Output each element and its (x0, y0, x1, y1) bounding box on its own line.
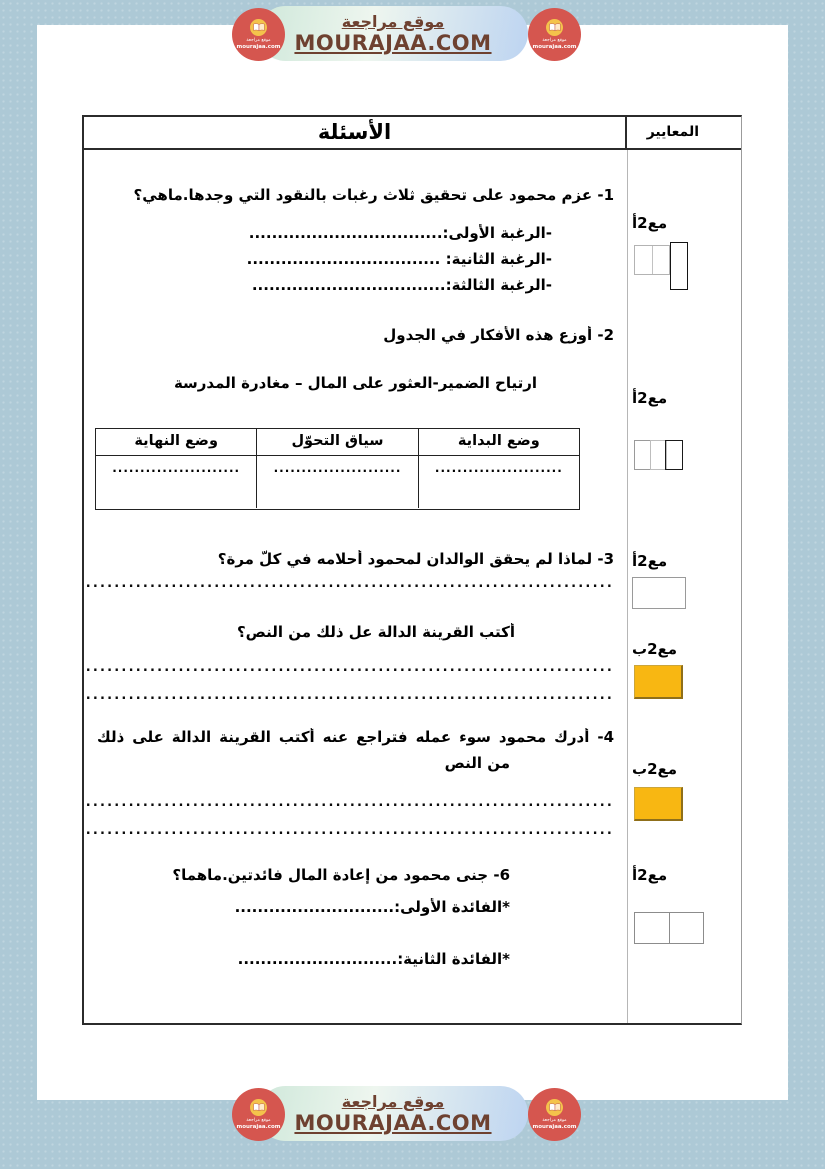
answer-dots: ....................... (417, 456, 579, 508)
ideas-table: وضع البداية سياق التحوّل وضع النهاية ...… (95, 428, 580, 510)
question-4-text-line-1: 4- أدرك محمود سوء عمله فتراجع عنه أكتب ا… (97, 728, 614, 746)
item-label: -الرغبة الثالثة: (445, 276, 552, 294)
score-cell-marked (665, 440, 683, 470)
exam-table-header-row: الأسئلة المعايير (84, 117, 741, 150)
score-boxes-q2 (634, 440, 683, 470)
item-label: *الفائدة الثانية: (397, 950, 510, 968)
logo-text-arabic: موقع مراجعة (246, 1117, 271, 1123)
criterion-label-q2: مع2أ (632, 389, 668, 407)
site-url: MOURAJAA.COM (294, 31, 492, 55)
site-logo: موقع مراجعة mourajaa.com (232, 1088, 285, 1141)
answer-dotted-line: ........................................… (84, 795, 614, 810)
questions-column-header: الأسئلة (84, 117, 627, 148)
book-icon (250, 1098, 267, 1116)
book-icon (546, 18, 563, 36)
question-3-followup: أكتب القرينة الدالة عل ذلك من النص؟ (236, 623, 515, 641)
book-icon (546, 1098, 563, 1116)
score-cell (635, 913, 669, 943)
answer-dotted-line: ........................................… (84, 688, 614, 703)
answer-dots: .................................. (251, 276, 446, 294)
question-4-text-line-2: من النص (444, 754, 510, 772)
item-label: *الفائدة الأولى: (394, 898, 510, 916)
ideas-table-header-transition: سياق التحوّل (256, 429, 417, 455)
answer-dots: .................................. (248, 224, 443, 242)
ideas-table-header-end: وضع النهاية (134, 433, 218, 449)
logo-text-url: mourajaa.com (532, 1123, 577, 1130)
logo-text-url: mourajaa.com (532, 43, 577, 50)
site-banner-pill: موقع مراجعة MOURAJAA.COM (258, 1086, 528, 1141)
criterion-label-evidence-1: مع2ب (632, 640, 678, 658)
answer-dots: ............................ (237, 950, 398, 968)
logo-text-arabic: موقع مراجعة (542, 1117, 567, 1123)
logo-text-url: mourajaa.com (236, 43, 281, 50)
criteria-column-header: المعايير (646, 124, 699, 140)
item-label: -الرغبة الثانية: (440, 250, 552, 268)
question-6-item-1: *الفائدة الأولى:........................… (84, 898, 627, 916)
score-cell (668, 913, 704, 943)
site-logo: موقع مراجعة mourajaa.com (232, 8, 285, 61)
criterion-label-evidence-2: مع2ب (632, 760, 678, 778)
score-cell (634, 440, 651, 470)
criterion-label-q1: مع2أ (632, 214, 668, 232)
exam-table: الأسئلة المعايير 1- عزم محمود على تحقيق … (82, 115, 742, 1025)
ideas-table-header-start: وضع البداية (417, 429, 579, 455)
footer-banner: موقع مراجعة MOURAJAA.COM موقع مراجعة mou… (0, 1080, 825, 1150)
book-icon (250, 18, 267, 36)
answer-dotted-line: ........................................… (84, 823, 614, 838)
answer-dots: ....................... (256, 456, 417, 508)
criterion-label-q6: مع2أ (632, 866, 668, 884)
question-1-item-1: -الرغبة الأولى:.........................… (84, 224, 627, 242)
question-3-text: 3- لماذا لم يحقق الوالدان لمحمود أحلامه … (217, 550, 614, 568)
ideas-table-header-row: وضع البداية سياق التحوّل وضع النهاية (96, 429, 579, 456)
site-logo: موقع مراجعة mourajaa.com (528, 1088, 581, 1141)
question-6-text: 6- جنى محمود من إعادة المال فائدتين.ماهم… (172, 866, 510, 884)
column-divider (627, 150, 628, 1023)
score-box-yellow-2 (634, 787, 683, 821)
criterion-label-q3: مع2أ (632, 552, 668, 570)
site-name-arabic: موقع مراجعة (341, 1092, 445, 1111)
score-boxes-q1 (634, 242, 690, 292)
answer-dots: ....................... (112, 461, 241, 475)
score-cell (650, 440, 667, 470)
question-2-ideas: ارتياح الضمير-العثور على المال – مغادرة … (173, 374, 538, 392)
logo-text-url: mourajaa.com (236, 1123, 281, 1130)
score-boxes-q6 (634, 912, 704, 944)
question-2-text: 2- أوزع هذه الأفكار في الجدول (383, 326, 614, 344)
answer-dotted-line: ........................................… (84, 660, 614, 675)
score-cell-pair (634, 245, 670, 275)
score-cell-marked (670, 242, 688, 290)
score-cell (651, 246, 670, 274)
answer-dots: .................................. (246, 250, 441, 268)
question-6-item-2: *الفائدة الثانية:.......................… (84, 950, 627, 968)
questions-column: 1- عزم محمود على تحقيق ثلاث رغبات بالنقو… (84, 150, 627, 1022)
logo-text-arabic: موقع مراجعة (246, 37, 271, 43)
site-logo: موقع مراجعة mourajaa.com (528, 8, 581, 61)
score-box-yellow-1 (634, 665, 683, 699)
question-1-text: 1- عزم محمود على تحقيق ثلاث رغبات بالنقو… (133, 186, 614, 204)
question-1-item-2: -الرغبة الثانية: .......................… (84, 250, 627, 268)
ideas-table-answer-row: ....................... ................… (96, 456, 579, 508)
site-url: MOURAJAA.COM (294, 1111, 492, 1135)
item-label: -الرغبة الأولى: (442, 224, 552, 242)
answer-dotted-line: ........................................… (84, 576, 614, 591)
site-name-arabic: موقع مراجعة (341, 12, 445, 31)
criteria-column: مع2أ مع2أ مع2أ مع2ب مع2ب مع2أ (629, 150, 741, 1022)
site-banner-pill: موقع مراجعة MOURAJAA.COM (258, 6, 528, 61)
score-cell (635, 246, 652, 274)
logo-text-arabic: موقع مراجعة (542, 37, 567, 43)
question-1-item-3: -الرغبة الثالثة:........................… (84, 276, 627, 294)
score-box-q3 (632, 577, 686, 609)
header-banner: موقع مراجعة MOURAJAA.COM موقع مراجعة mou… (0, 0, 825, 70)
answer-dots: ............................ (234, 898, 395, 916)
